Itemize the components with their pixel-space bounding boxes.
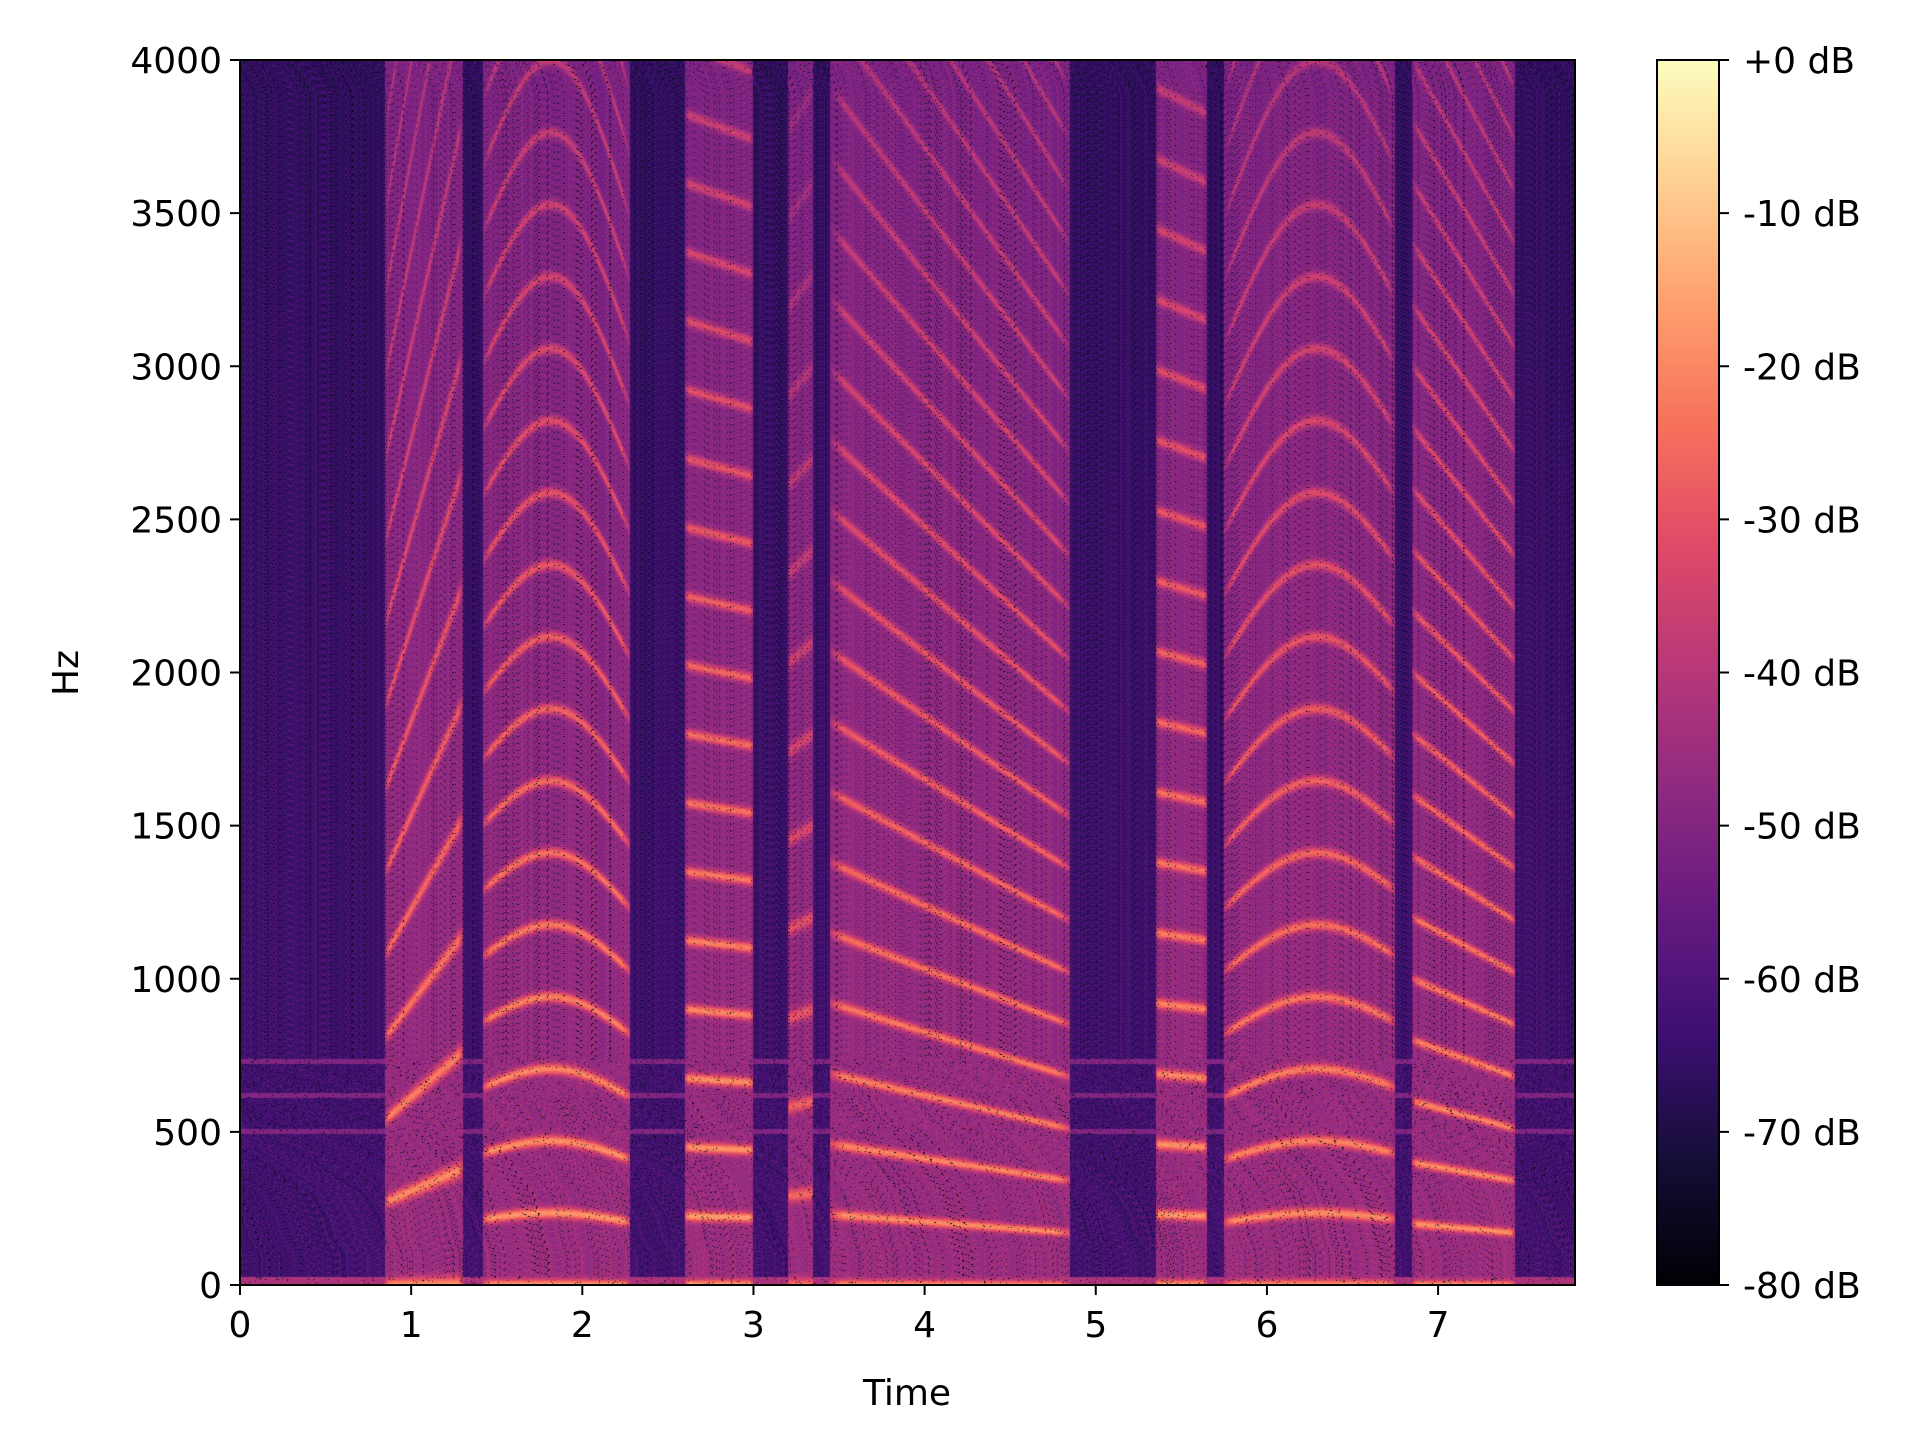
- colorbar-tick-label: -60 dB: [1743, 960, 1861, 1001]
- y-tick-label: 3500: [130, 194, 222, 235]
- x-tick-label: 1: [400, 1305, 423, 1346]
- y-axis-ticks: 0 500 1000 1500 2000 2500 3000 3500 4000: [130, 41, 240, 1307]
- y-tick-label: 2500: [130, 500, 222, 541]
- x-tick-label: 7: [1427, 1305, 1450, 1346]
- x-tick-label: 3: [742, 1305, 765, 1346]
- x-tick-label: 5: [1084, 1305, 1107, 1346]
- colorbar-tick-label: -70 dB: [1743, 1113, 1861, 1154]
- colorbar-tick-label: +0 dB: [1743, 41, 1855, 82]
- x-axis-label: Time: [862, 1373, 951, 1414]
- y-axis-label: Hz: [46, 650, 87, 696]
- x-tick-label: 0: [229, 1305, 252, 1346]
- colorbar-ticks: +0 dB -10 dB -20 dB -30 dB -40 dB -50 dB -60 d…: [1719, 41, 1861, 1307]
- colorbar: [1657, 60, 1719, 1285]
- heatmap-area: [240, 60, 1575, 1285]
- colorbar-tick-label: -80 dB: [1743, 1266, 1861, 1307]
- colorbar-tick-label: -50 dB: [1743, 807, 1861, 848]
- x-tick-label: 6: [1255, 1305, 1278, 1346]
- x-tick-label: 4: [913, 1305, 936, 1346]
- y-tick-label: 3000: [130, 347, 222, 388]
- y-tick-label: 2000: [130, 654, 222, 695]
- colorbar-tick-label: -10 dB: [1743, 194, 1861, 235]
- y-tick-label: 1500: [130, 807, 222, 848]
- y-tick-label: 4000: [130, 41, 222, 82]
- colorbar-tick-label: -30 dB: [1743, 500, 1861, 541]
- y-tick-label: 0: [199, 1266, 222, 1307]
- x-axis-ticks: 0 1 2 3 4 5 6 7: [229, 1285, 1450, 1346]
- colorbar-tick-label: -40 dB: [1743, 654, 1861, 695]
- y-tick-label: 500: [153, 1113, 222, 1154]
- colorbar-tick-label: -20 dB: [1743, 347, 1861, 388]
- x-tick-label: 2: [571, 1305, 594, 1346]
- y-tick-label: 1000: [130, 960, 222, 1001]
